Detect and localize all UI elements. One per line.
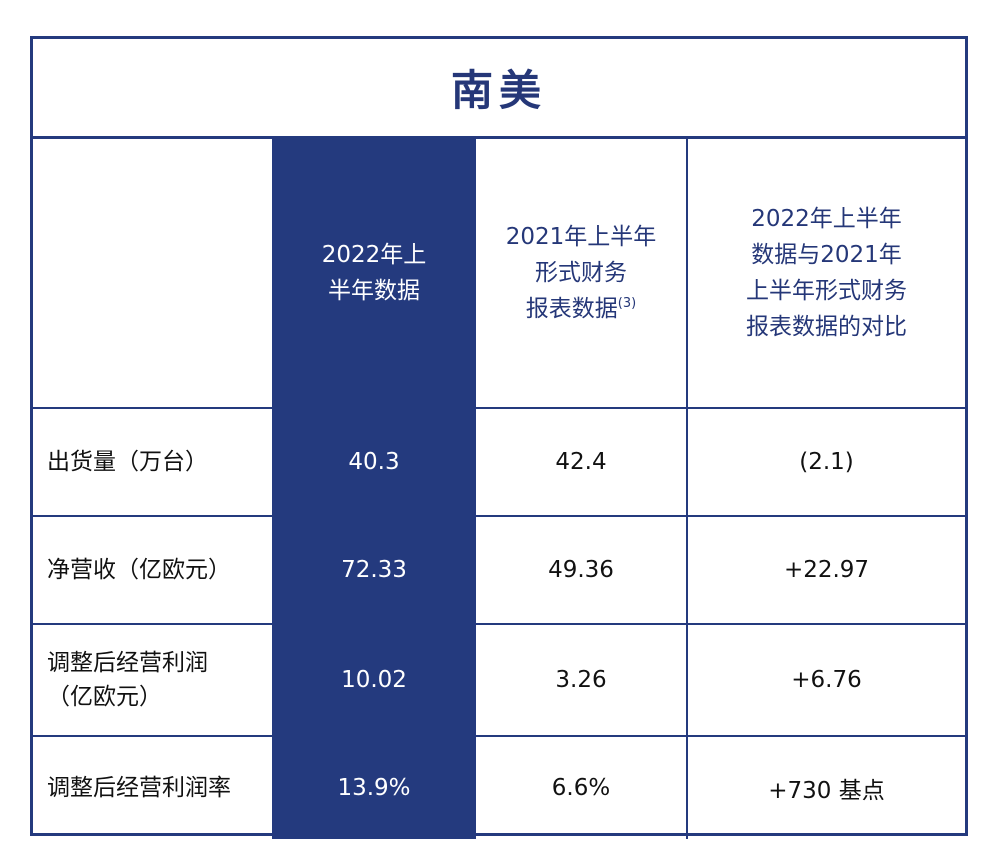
value-comparison: (2.1) <box>686 407 965 517</box>
value-comparison: +22.97 <box>686 515 965 625</box>
table-row: 出货量（万台） 40.3 42.4 (2.1) <box>33 407 965 517</box>
table-row: 调整后经营利润率 13.9% 6.6% +730 基点 <box>33 735 965 839</box>
table-frame: 南美 2022年上 半年数据 2021年上半年 形式财务 报表数据(3) 20 <box>30 36 968 839</box>
header-line: 2021年上半年 <box>505 224 657 250</box>
header-line: 形式财务 <box>534 260 627 286</box>
header-line: 报表数据的对比 <box>746 314 907 340</box>
header-line: 半年数据 <box>327 278 420 304</box>
value-2022h1: 10.02 <box>272 623 476 737</box>
header-line: 上半年形式财务 <box>746 278 907 304</box>
table-row: 调整后经营利润 （亿欧元） 10.02 3.26 +6.76 <box>33 623 965 737</box>
header-line: 报表数据 <box>525 296 618 322</box>
value-comparison: +730 基点 <box>686 735 965 839</box>
row-label: 净营收（亿欧元） <box>33 515 274 625</box>
value-2022h1: 72.33 <box>272 515 476 625</box>
value-2021h1: 6.6% <box>474 735 688 839</box>
value-2021h1: 3.26 <box>474 623 688 737</box>
value-2021h1: 49.36 <box>474 515 688 625</box>
data-table: 2022年上 半年数据 2021年上半年 形式财务 报表数据(3) 2022年上… <box>33 139 965 839</box>
header-2021h1-proforma: 2021年上半年 形式财务 报表数据(3) <box>474 139 688 409</box>
footnote-marker: (3) <box>617 296 637 311</box>
header-line: 2022年上 <box>321 242 427 268</box>
row-label: 出货量（万台） <box>33 407 274 517</box>
value-comparison: +6.76 <box>686 623 965 737</box>
header-line: 数据与2021年 <box>751 242 902 268</box>
table-title: 南美 <box>33 39 965 139</box>
value-2022h1: 40.3 <box>272 407 476 517</box>
header-empty-cell <box>33 139 274 409</box>
value-2021h1: 42.4 <box>474 407 688 517</box>
header-2022h1: 2022年上 半年数据 <box>272 139 476 409</box>
row-label: 调整后经营利润率 <box>33 735 274 839</box>
value-2022h1: 13.9% <box>272 735 476 839</box>
header-row: 2022年上 半年数据 2021年上半年 形式财务 报表数据(3) 2022年上… <box>33 139 965 409</box>
table-row: 净营收（亿欧元） 72.33 49.36 +22.97 <box>33 515 965 625</box>
header-comparison: 2022年上半年 数据与2021年 上半年形式财务 报表数据的对比 <box>686 139 965 409</box>
header-line: 2022年上半年 <box>751 206 902 232</box>
row-label: 调整后经营利润 （亿欧元） <box>33 623 274 737</box>
